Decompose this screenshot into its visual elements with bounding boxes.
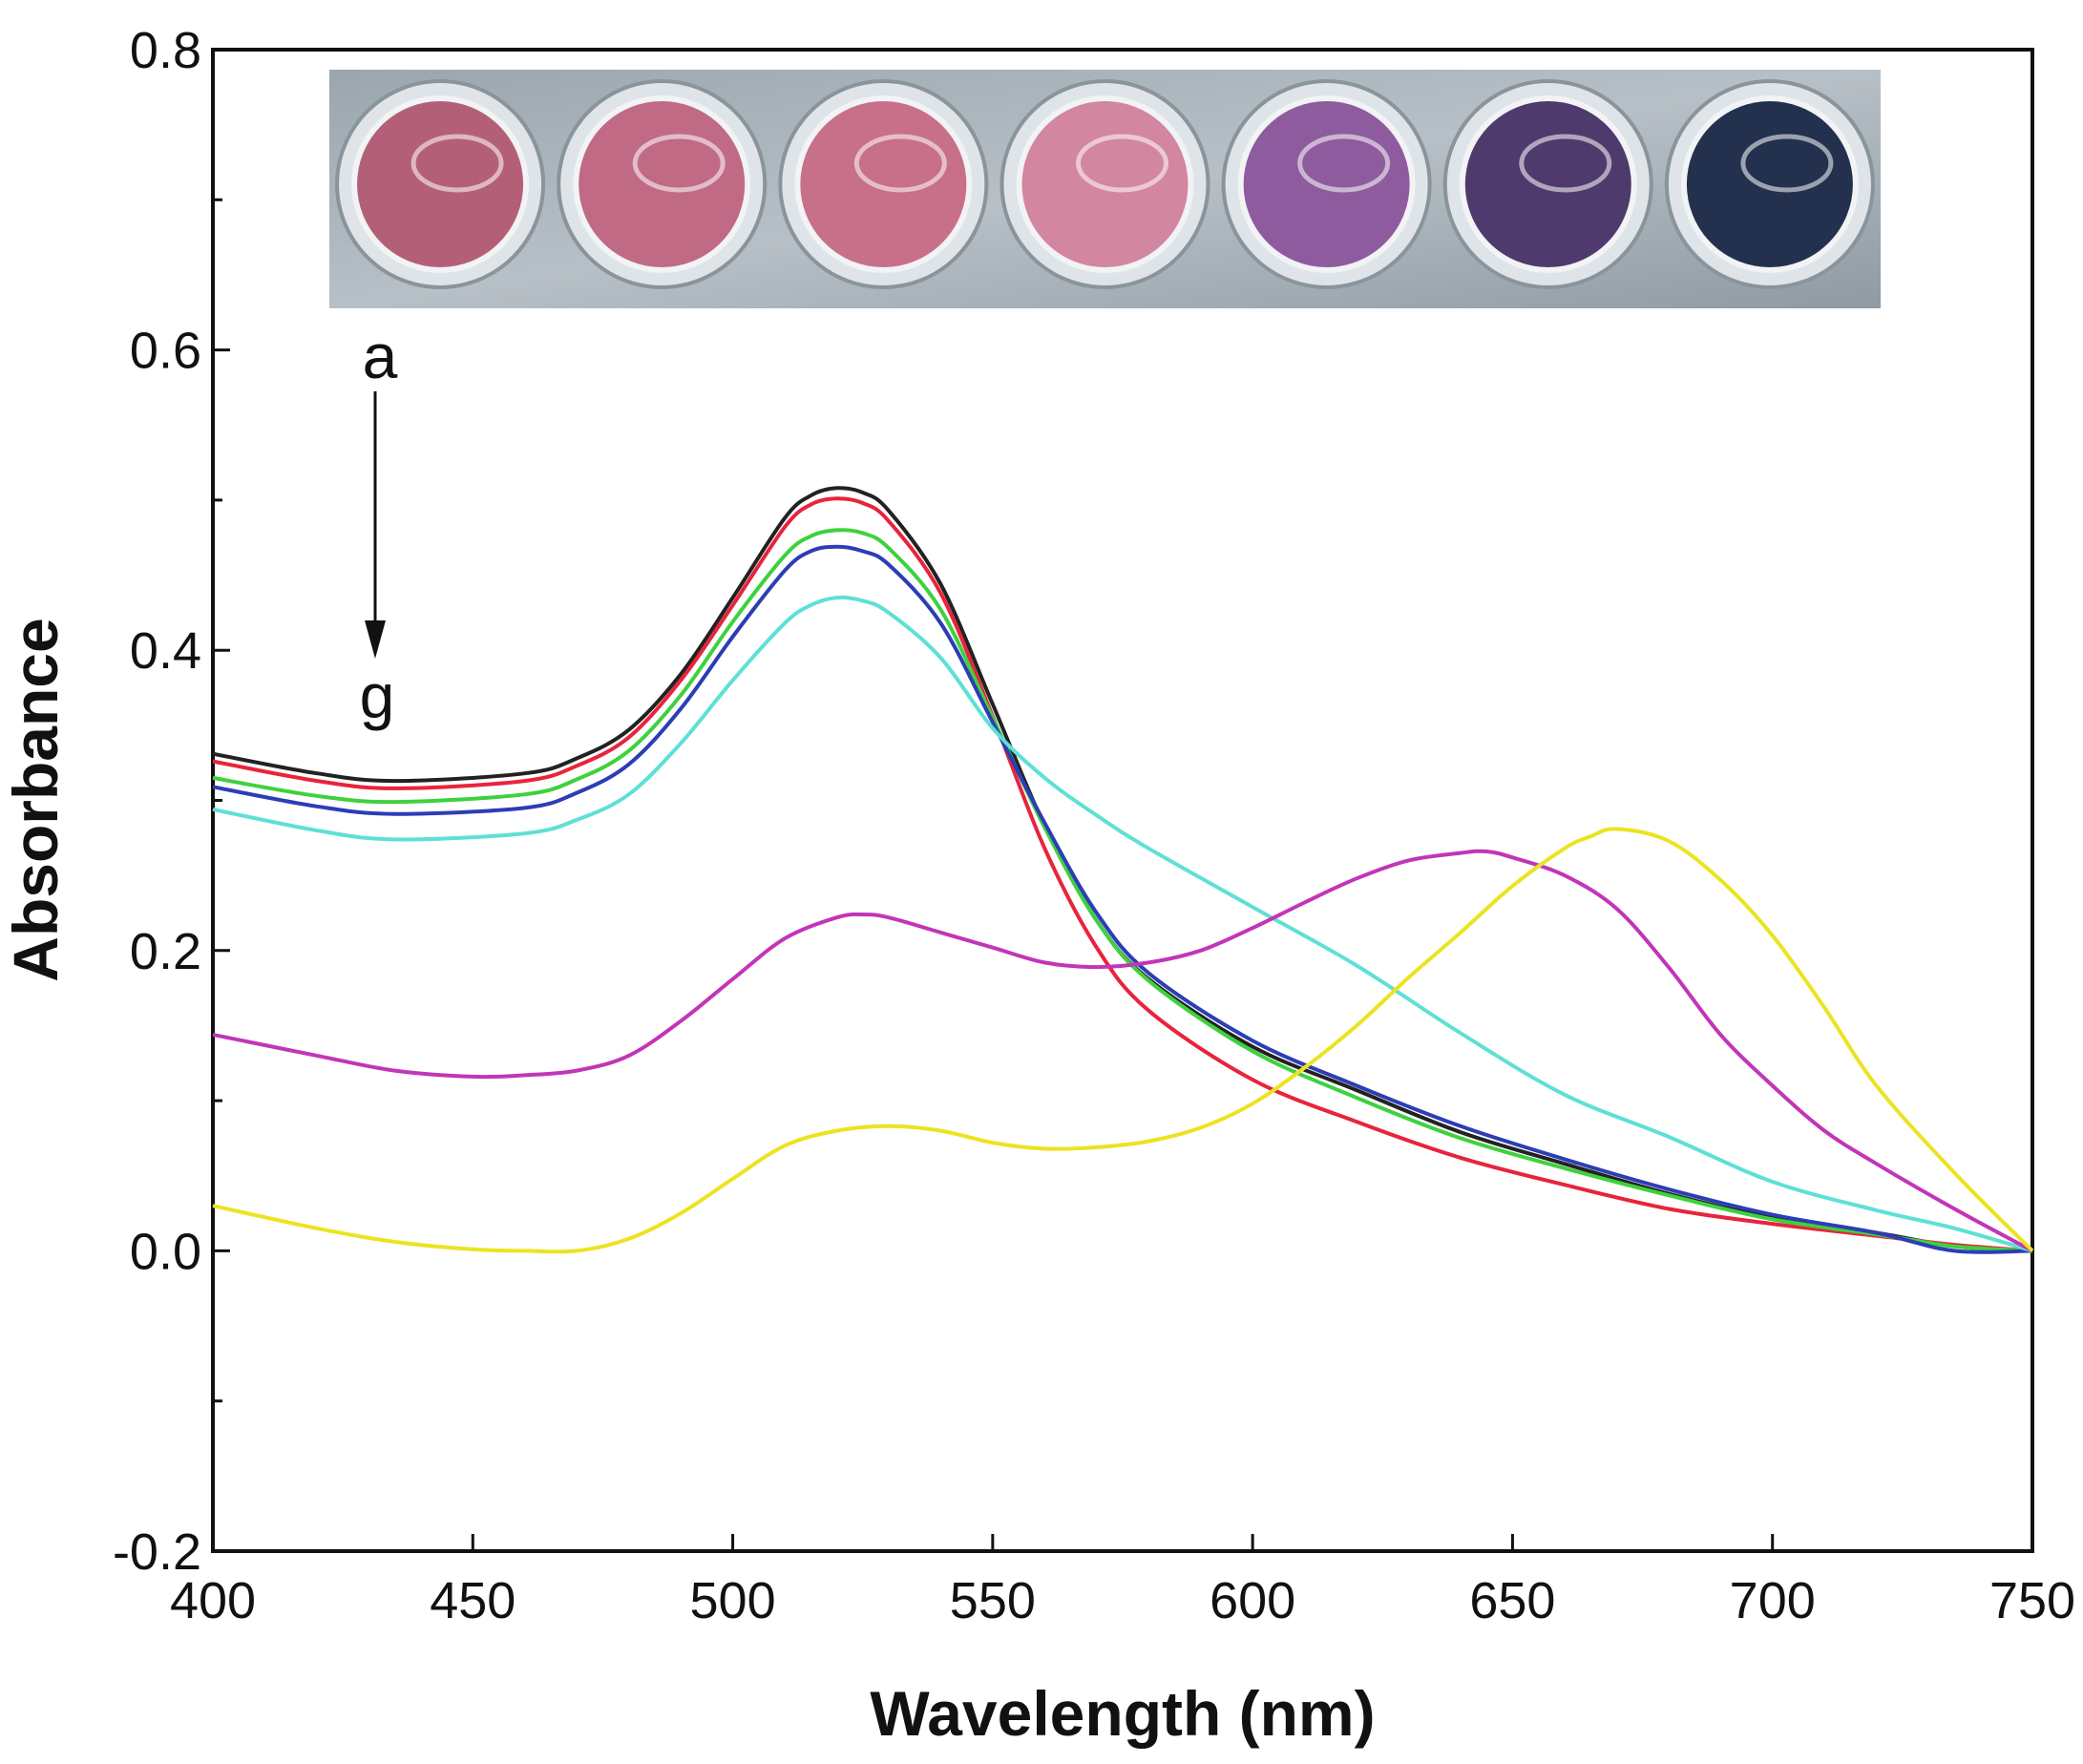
y-axis-title: Absorbance [0, 618, 71, 981]
well-liquid [573, 95, 751, 273]
x-tick-label: 450 [430, 1572, 515, 1629]
y-tick-label: -0.2 [113, 1523, 201, 1581]
annotation-label-a: a [363, 321, 398, 391]
y-tick-label: 0.2 [130, 923, 201, 980]
annotation-arrow: a g [360, 321, 398, 731]
series-line-g [212, 827, 2034, 1254]
inset-photo-wells [329, 70, 1881, 308]
y-tick-label: 0.8 [130, 22, 201, 79]
x-tick-label: 600 [1210, 1572, 1295, 1629]
well-highlight [853, 134, 947, 193]
y-tick-label: 0.4 [130, 622, 201, 680]
well-liquid [351, 95, 530, 273]
well-highlight [1740, 134, 1834, 193]
x-tick-label: 550 [950, 1572, 1036, 1629]
x-tick-label: 400 [170, 1572, 256, 1629]
axis-ticks: 400 450 500 550 600 650 700 750 -0.2 0.0 0.2 0.4 0.6… [113, 22, 2075, 1629]
well-highlight [410, 134, 504, 193]
well-liquid [1016, 95, 1194, 273]
well-highlight [1076, 134, 1168, 193]
well-liquid [1237, 95, 1416, 273]
y-tick-label: 0.0 [130, 1223, 201, 1280]
arrow-head [365, 620, 386, 659]
well-highlight [1297, 134, 1391, 193]
x-tick-label: 700 [1730, 1572, 1816, 1629]
well-liquid [1459, 95, 1637, 273]
y-tick-label: 0.6 [130, 323, 201, 380]
series-lines [212, 486, 2034, 1254]
x-tick-label: 650 [1469, 1572, 1555, 1629]
series-line-d [212, 544, 2033, 1254]
well-highlight [632, 134, 726, 193]
well-highlight [1519, 134, 1612, 193]
series-line-e [212, 595, 2033, 1253]
annotation-label-g: g [360, 661, 395, 731]
x-tick-label: 750 [1989, 1572, 2075, 1629]
x-axis-title: Wavelength (nm) [870, 1678, 1375, 1749]
well-liquid [1680, 95, 1859, 273]
x-tick-label: 500 [690, 1572, 776, 1629]
series-line-c [212, 528, 2033, 1253]
series-line-f [212, 849, 2033, 1253]
well-liquid [794, 95, 973, 273]
